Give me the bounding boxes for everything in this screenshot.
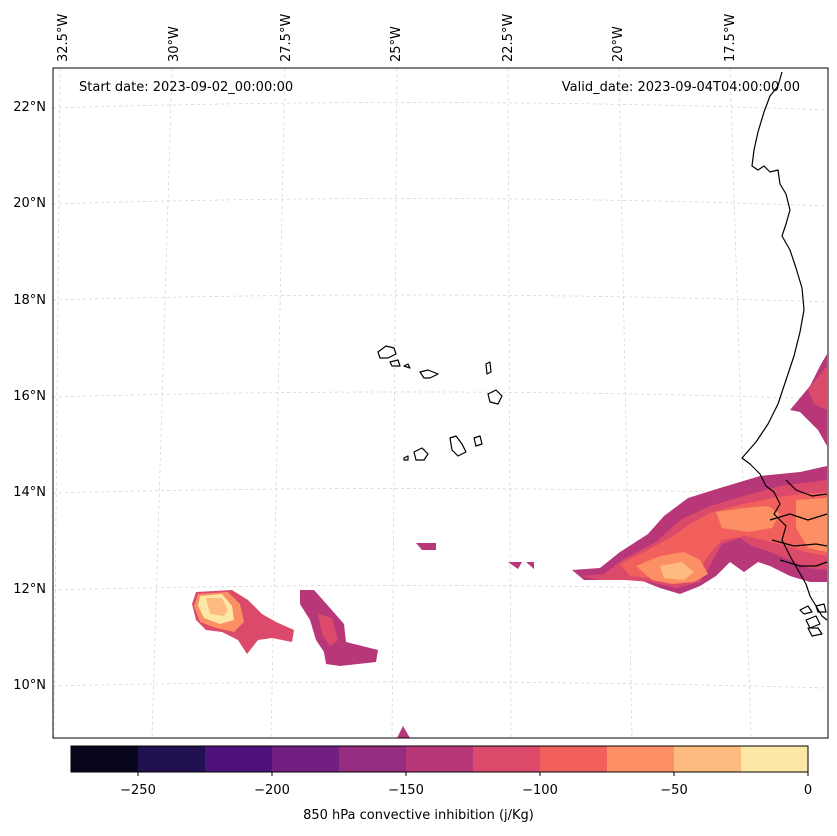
colorbar-ticks: −250 −200 −150 −100 −50 0 — [120, 783, 812, 798]
colorbar-bin — [473, 746, 541, 772]
cin-region-east-band-light-2 — [716, 506, 780, 532]
lon-label: 32.5°W — [56, 14, 71, 62]
colorbar-frame — [70, 745, 809, 773]
lat-label: 12°N — [13, 582, 46, 597]
colorbar-bin — [674, 746, 742, 772]
lon-label: 22.5°W — [501, 14, 516, 62]
cin-region-streak-center — [300, 590, 378, 666]
cin-region-fragment-2 — [508, 562, 522, 569]
start-date-label: Start date: 2023-09-02_00:00:00 — [79, 80, 293, 95]
colorbar-tick-label: −100 — [522, 783, 558, 798]
colorbar-bin — [406, 746, 474, 772]
coastal-island-3 — [807, 627, 823, 637]
cin-region-east-coast-light — [796, 498, 827, 552]
map-frame — [52, 67, 829, 739]
colorbar-bin — [607, 746, 675, 772]
island-sal — [485, 361, 492, 375]
cin-region-east-upper-inner — [808, 366, 827, 410]
colorbar-bin — [540, 746, 608, 772]
colorbar-bin — [741, 746, 809, 772]
colorbar-title: 850 hPa convective inhibition (j/Kg) — [303, 808, 534, 823]
lat-label: 22°N — [13, 100, 46, 115]
gridlines — [52, 67, 829, 739]
cin-region-streak-center-inner — [318, 614, 338, 646]
coastal-island-4 — [815, 603, 827, 613]
colorbar-bin — [272, 746, 340, 772]
island-santa-luzia — [403, 363, 411, 369]
island-sao-vicente — [389, 359, 401, 367]
lat-label: 20°N — [13, 196, 46, 211]
cin-region-east-band-yellow — [660, 562, 694, 580]
island-maio — [473, 435, 483, 447]
colorbar — [70, 745, 809, 776]
lon-label: 25°W — [389, 26, 404, 62]
coastal-island-1 — [799, 605, 813, 615]
border-senegal-south — [771, 539, 828, 547]
lat-label: 10°N — [13, 678, 46, 693]
border-mauritania — [785, 479, 828, 497]
coastal-island-2 — [805, 615, 821, 629]
colorbar-bin — [138, 746, 206, 772]
colorbar-tick-label: −150 — [388, 783, 424, 798]
cin-region-fragment-1 — [416, 543, 436, 550]
lon-label: 30°W — [167, 26, 182, 62]
island-santo-antao — [377, 345, 397, 359]
lon-label: 20°W — [611, 26, 626, 62]
island-boa-vista — [487, 389, 503, 405]
colorbar-bin — [205, 746, 273, 772]
lon-label: 27.5°W — [279, 14, 294, 62]
colorbar-bin — [339, 746, 407, 772]
border-guinea-bissau — [779, 559, 828, 567]
colorbar-bin — [71, 746, 139, 772]
cin-region-fragment-3 — [526, 562, 534, 569]
colorbar-tick-label: −50 — [660, 783, 687, 798]
colorbar-tick-label: −200 — [254, 783, 290, 798]
latitude-labels: 22°N 20°N 18°N 16°N 14°N 12°N 10°N — [13, 100, 46, 693]
coastlines — [377, 71, 828, 637]
colorbar-tick-label: −250 — [120, 783, 156, 798]
island-sao-nicolau — [419, 369, 439, 379]
colorbar-tick-label: 0 — [804, 783, 812, 798]
cin-region-west-light — [206, 598, 228, 616]
island-fogo — [413, 447, 429, 461]
island-brava — [403, 455, 409, 461]
valid-date-label: Valid_date: 2023-09-04T04:00:00.00 — [562, 80, 800, 95]
river-gambia-border — [769, 513, 828, 521]
cin-region-fragment-4 — [397, 726, 410, 738]
lat-label: 18°N — [13, 293, 46, 308]
lat-label: 16°N — [13, 389, 46, 404]
longitude-labels: 32.5°W 30°W 27.5°W 25°W 22.5°W 20°W 17.5… — [56, 14, 738, 62]
island-santiago — [449, 435, 467, 457]
lon-label: 17.5°W — [723, 14, 738, 62]
lat-label: 14°N — [13, 485, 46, 500]
cin-region-east-upper — [790, 354, 827, 446]
